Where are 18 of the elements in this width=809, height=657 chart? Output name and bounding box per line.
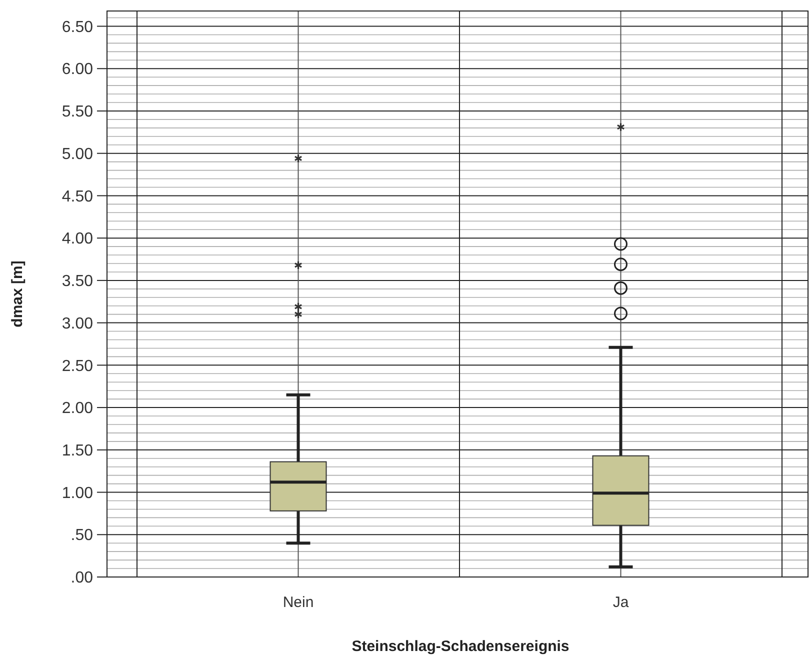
y-tick-label: 2.00 — [62, 400, 94, 418]
x-tick-label: Ja — [612, 594, 630, 611]
x-tick-label: Nein — [282, 594, 314, 611]
x-axis-title: Steinschlag-Schadensereignis — [352, 638, 570, 655]
y-tick-label: .00 — [70, 570, 94, 587]
y-tick-label: 4.50 — [62, 188, 94, 206]
y-tick-label: 1.50 — [62, 442, 94, 460]
y-tick-label: 4.00 — [62, 230, 94, 248]
y-tick-label: 5.00 — [62, 146, 94, 163]
y-tick-label: 1.00 — [62, 484, 94, 502]
y-tick-label: 3.50 — [62, 273, 94, 290]
y-tick-label: 3.00 — [62, 315, 94, 332]
y-tick-label: 6.00 — [62, 61, 94, 78]
y-axis-title: dmax [m] — [9, 260, 26, 328]
y-tick-label: 2.50 — [62, 358, 94, 375]
y-tick-label: 5.50 — [62, 104, 94, 121]
y-tick-label: 6.50 — [62, 18, 94, 36]
y-tick-label: .50 — [70, 527, 94, 544]
